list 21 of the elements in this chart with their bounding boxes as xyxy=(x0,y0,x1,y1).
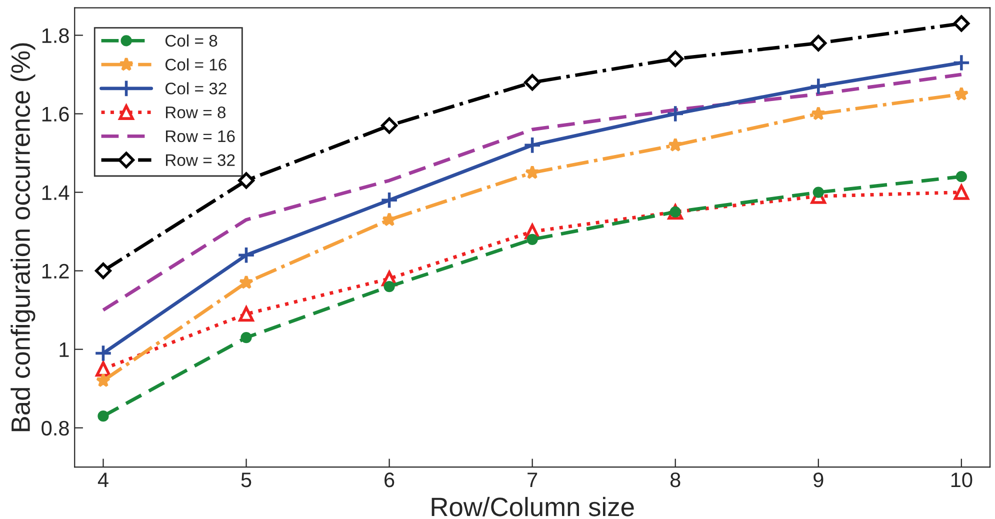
y-tick-label: 1.2 xyxy=(42,264,69,278)
legend-label: Row = 16 xyxy=(166,130,235,142)
x-tick-label: 4 xyxy=(98,472,108,488)
legend-label: Col = 32 xyxy=(165,82,226,94)
x-tick-label: 10 xyxy=(951,472,972,488)
legend-label: Col = 8 xyxy=(165,34,218,47)
legend-label: Row = 8 xyxy=(166,106,226,118)
x-tick-label: 9 xyxy=(814,472,824,488)
x-tick-label: 5 xyxy=(241,472,252,488)
y-tick-label: 1.8 xyxy=(42,28,69,44)
y-tick-label: 1 xyxy=(60,342,69,357)
y-tick-label: 0.8 xyxy=(42,420,69,436)
x-tick-label: 6 xyxy=(384,472,394,488)
legend-label: Col = 16 xyxy=(165,58,226,71)
legend-label: Row = 32 xyxy=(166,154,235,166)
x-tick-label: 8 xyxy=(670,472,680,488)
y-tick-label: 1.6 xyxy=(42,106,69,122)
x-axis-title: Row/Column size xyxy=(432,496,634,516)
y-axis-title: Bad configuration occurrence (%) xyxy=(10,43,36,432)
x-tick-label: 7 xyxy=(528,472,538,488)
y-tick-label: 1.4 xyxy=(42,186,70,200)
